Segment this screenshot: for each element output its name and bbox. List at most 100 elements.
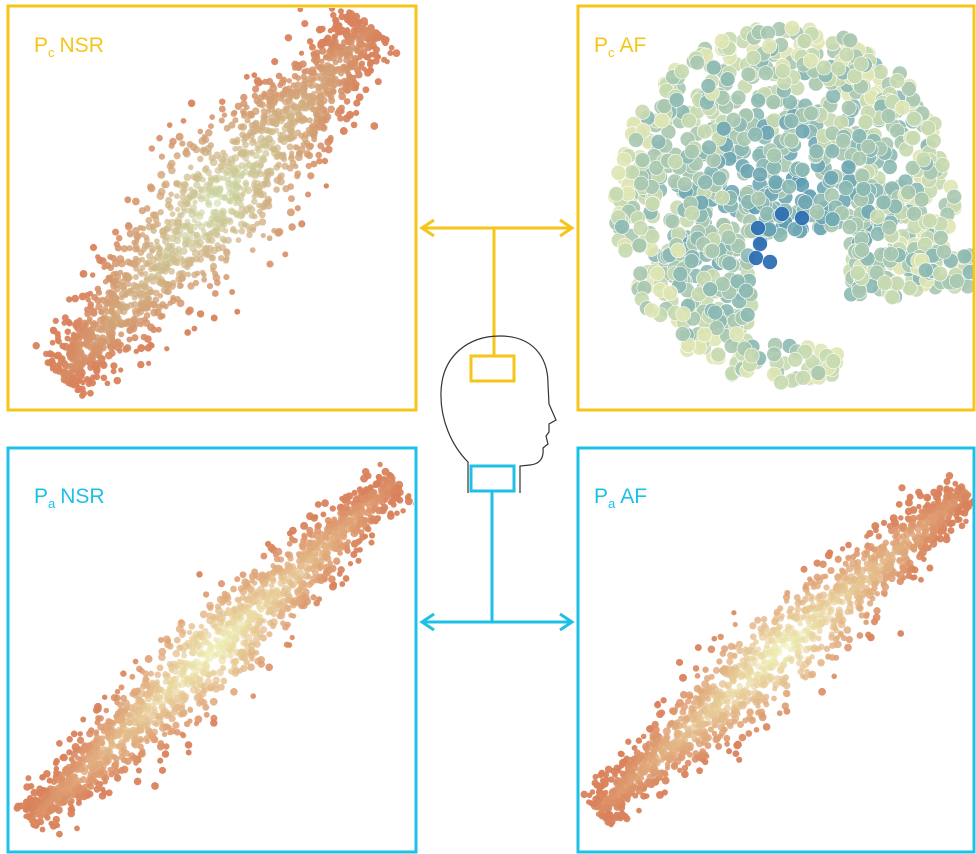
dot [252,152,260,160]
dot [262,149,270,158]
dot [242,639,249,646]
dot [331,33,339,40]
dot [921,527,929,535]
dot [286,78,292,84]
dot [259,124,266,131]
dot [181,239,190,248]
dot [270,610,277,618]
dot [898,515,904,521]
dot [230,585,237,593]
dot [244,186,253,195]
dot [277,135,285,144]
dot [266,235,273,242]
dot [298,541,307,550]
dot [178,679,187,688]
dot [234,102,243,111]
dot [702,708,710,716]
dot [52,760,59,767]
dot [368,51,375,58]
dot [197,255,204,263]
dot [925,495,931,502]
dot [188,623,196,630]
dot [300,90,308,98]
dot [251,198,258,205]
dot [104,262,112,269]
dot [842,560,849,567]
dot [154,671,162,679]
dot [165,672,171,679]
dot [844,643,852,652]
dot [310,51,316,57]
dot [196,676,204,683]
dot [224,255,230,261]
dot [785,623,792,630]
dot [271,149,278,157]
dot [328,8,336,12]
dot [108,334,116,341]
dot [157,637,164,643]
dot [380,503,389,512]
dot [39,774,47,781]
dot [133,777,142,786]
cloud [607,20,974,391]
dot [618,762,625,769]
dot [173,636,181,644]
dot [372,46,381,54]
dot [203,638,210,646]
dot [783,598,790,604]
dot [73,319,81,328]
dot [280,620,286,627]
dot [819,560,827,568]
dot [145,216,153,224]
dot [237,585,245,593]
dot [221,193,229,201]
dot [306,544,315,552]
dot [161,182,168,189]
dot [736,647,744,655]
dot [214,643,221,650]
dot [867,579,873,586]
dot [196,239,205,247]
dot [779,661,787,670]
dot [771,695,777,702]
dot [298,220,306,228]
dot [132,245,140,253]
cloud [32,8,401,399]
dot [168,715,176,723]
dot [202,244,211,253]
dot [775,645,783,652]
dot [353,109,360,117]
dot [695,737,702,745]
dot [30,788,39,797]
dot [158,153,166,160]
dot [97,723,105,731]
dot [339,127,348,135]
dot [834,634,841,641]
dot [288,223,296,231]
dot [391,493,400,501]
dot [346,73,354,81]
dot [589,789,596,795]
dot [346,499,352,505]
dot [273,164,281,171]
dot [694,644,702,652]
dot [745,681,752,688]
dot [184,329,192,336]
dot [626,756,635,765]
dot [764,636,773,645]
dot [644,758,651,766]
dot [309,69,316,76]
dot [734,708,741,715]
dot [74,325,83,334]
dot [167,300,173,306]
dot [711,635,718,642]
dot [174,728,181,736]
dot [591,800,598,807]
dot [314,123,323,131]
dot [286,642,293,648]
dot [628,785,636,794]
dot [758,633,767,641]
dot [152,274,159,281]
dot [731,664,739,671]
dot [175,222,182,229]
